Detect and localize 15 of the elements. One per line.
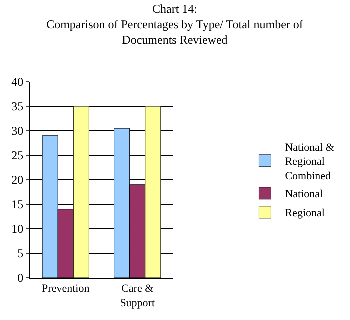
y-tick-label: 5 (18, 246, 24, 261)
y-tick-label: 30 (12, 124, 24, 138)
y-tick-label: 35 (12, 100, 24, 114)
legend-label: National (285, 188, 324, 201)
y-tick-label: 10 (12, 222, 24, 236)
x-tick-label: Care & Support (120, 283, 156, 310)
y-tick-label: 0 (18, 271, 24, 286)
y-tick-label: 20 (12, 173, 24, 188)
y-tick-label: 15 (12, 198, 24, 212)
x-tick-label: Prevention (42, 283, 90, 296)
legend-label: National & Regional Combined (285, 142, 335, 183)
y-tick-label: 40 (12, 75, 24, 90)
legend-label: Regional (285, 208, 325, 220)
chart-title: Chart 14: Comparison of Percentages by Type/ Total number of Documents Reviewed (46, 2, 304, 47)
y-tick-label: 25 (12, 148, 24, 163)
